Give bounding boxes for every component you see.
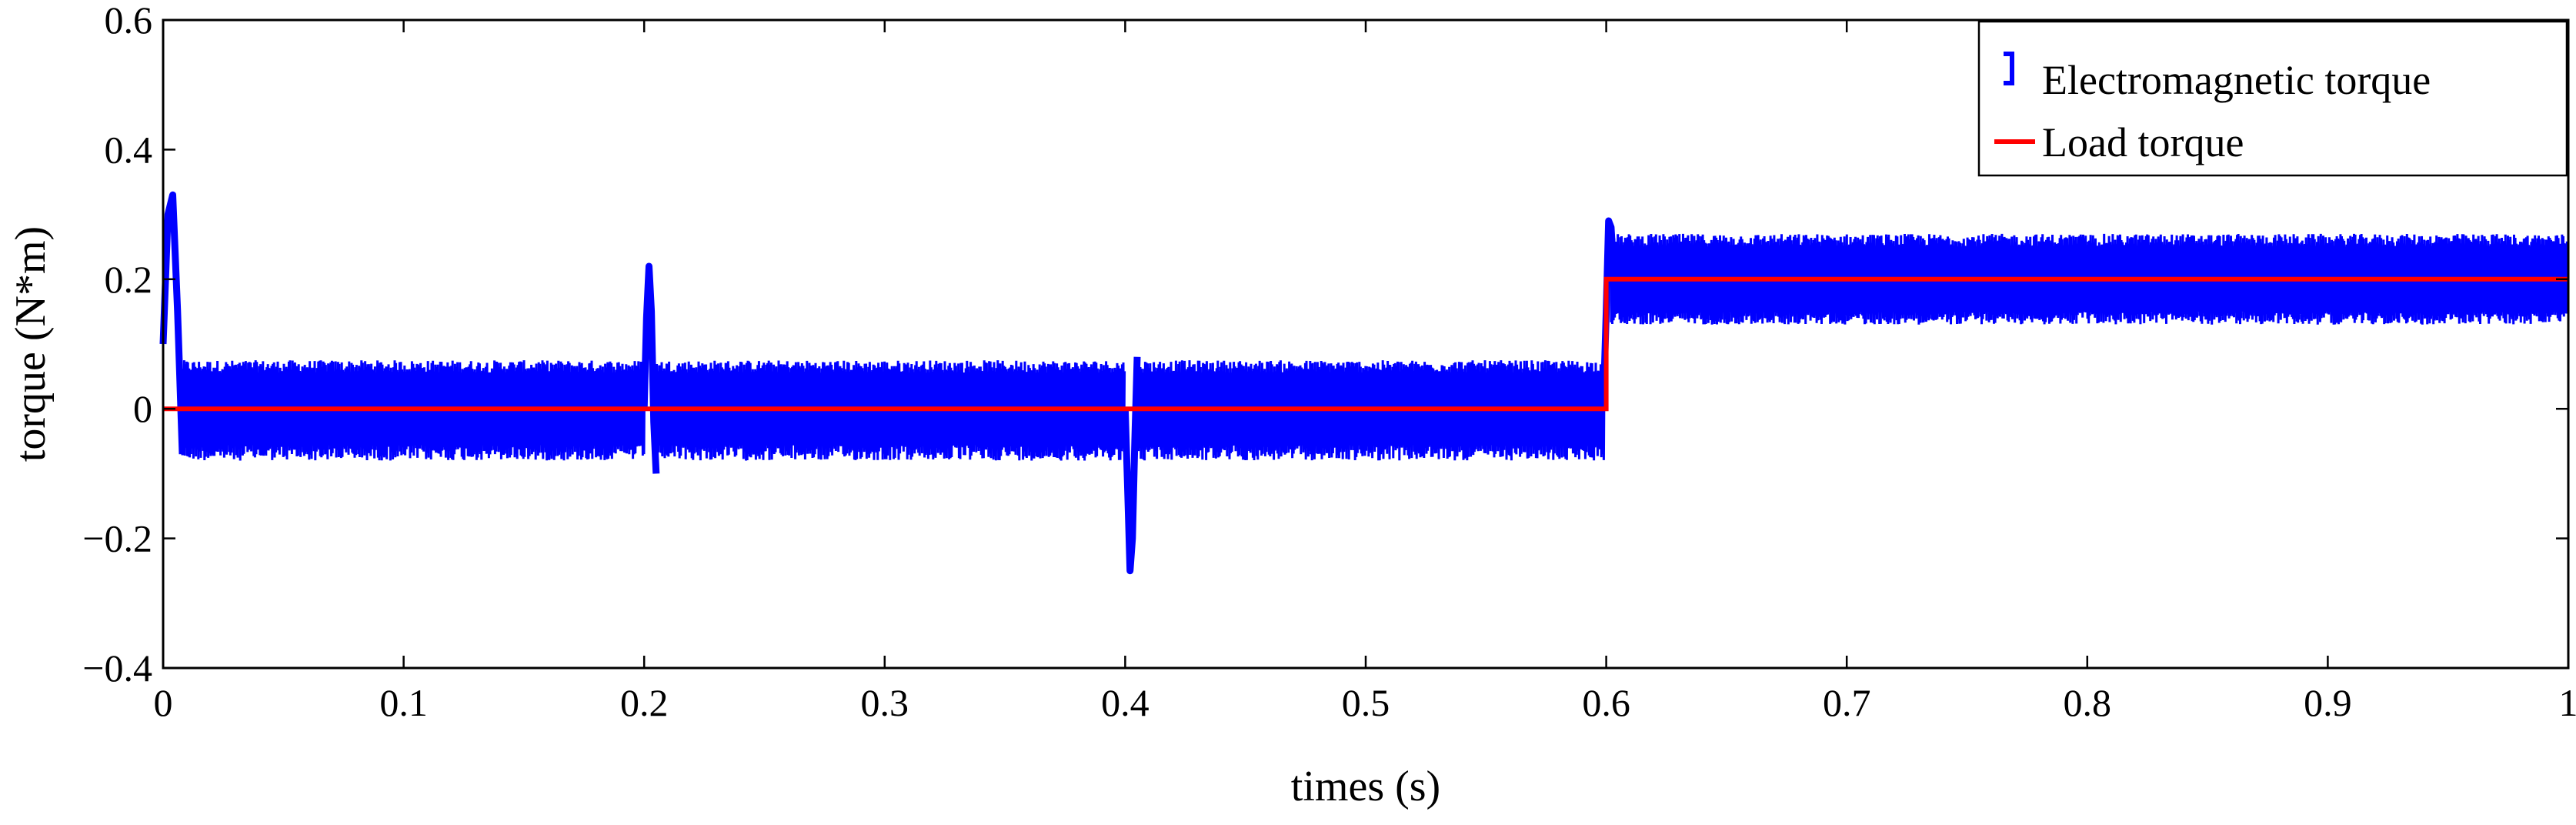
- x-tick-label: 0.6: [1582, 681, 1630, 724]
- y-tick-label: −0.4: [82, 646, 152, 690]
- legend-load-torque-label: Load torque: [2042, 119, 2244, 165]
- x-axis-label: times (s): [1291, 763, 1440, 810]
- x-tick-label: 0.2: [620, 681, 669, 724]
- x-tick-label: 0.8: [2064, 681, 2112, 724]
- x-tick-label: 0.3: [861, 681, 909, 724]
- y-tick-label: 0: [133, 387, 152, 430]
- y-tick-label: 0.2: [105, 258, 153, 301]
- x-tick-label: 0.9: [2304, 681, 2352, 724]
- x-tick-label: 0.4: [1101, 681, 1150, 724]
- x-tick-label: 0.7: [1823, 681, 1871, 724]
- y-axis-label: torque (N*m): [7, 226, 55, 462]
- y-tick-label: 0.6: [105, 0, 153, 42]
- data-layer: [163, 195, 2568, 570]
- x-tick-label: 0.5: [1342, 681, 1390, 724]
- electromagnetic-torque-transient-2: [1125, 357, 1137, 571]
- legend: Electromagnetic torque Load torque: [1979, 22, 2567, 175]
- x-tick-label: 0: [154, 681, 173, 724]
- y-tick-label: −0.2: [82, 517, 152, 560]
- y-tick-label: 0.4: [105, 128, 153, 171]
- legend-electromagnetic-torque-label: Electromagnetic torque: [2042, 57, 2431, 103]
- electromagnetic-torque-transient-1: [644, 266, 656, 473]
- x-tick-label: 0.1: [379, 681, 428, 724]
- electromagnetic-torque-transient-0: [163, 195, 182, 454]
- x-tick-label: 1: [2559, 681, 2576, 724]
